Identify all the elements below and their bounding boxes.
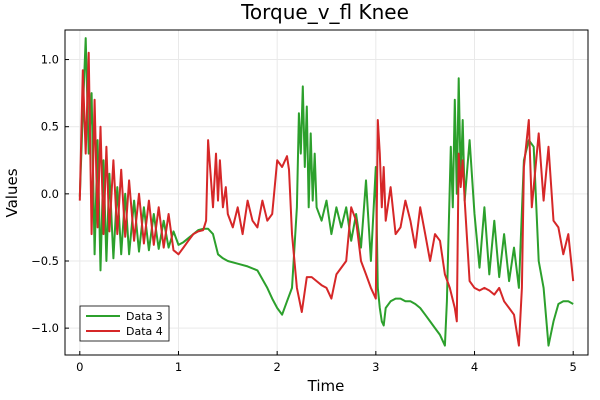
plot-frame	[64, 29, 589, 356]
legend-box	[79, 305, 170, 342]
axis-ticks: 0 1 2 3 4 5 −1.0 −0.5 0.0 0.5 1.0	[31, 53, 577, 374]
y-axis-label: Values	[3, 168, 21, 217]
x-axis-label: Time	[307, 377, 345, 395]
y-tick-label: 1.0	[41, 53, 59, 67]
x-tick-label: 1	[175, 360, 182, 374]
legend-label-data-3: Data 3	[126, 310, 163, 323]
legend-label-data-4: Data 4	[126, 325, 163, 338]
y-tick-label: 0.0	[41, 187, 59, 201]
y-tick-label: −1.0	[31, 321, 59, 335]
legend: Data 3 Data 4	[79, 305, 170, 342]
series-line-data-3	[78, 37, 574, 347]
x-tick-label: 0	[76, 360, 83, 374]
y-tick-label: 0.5	[41, 120, 59, 134]
x-tick-label: 5	[570, 360, 577, 374]
x-tick-label: 4	[471, 360, 478, 374]
x-tick-label: 2	[273, 360, 280, 374]
series-line-data-4	[78, 51, 575, 347]
chart-title: Torque_v_fl Knee	[240, 0, 409, 24]
y-tick-label: −0.5	[31, 254, 59, 268]
series-lines	[78, 37, 575, 347]
x-tick-label: 3	[372, 360, 379, 374]
